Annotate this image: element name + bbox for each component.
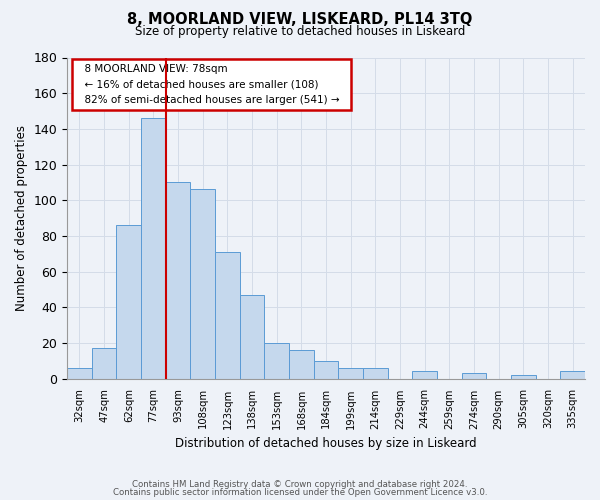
Text: Size of property relative to detached houses in Liskeard: Size of property relative to detached ho…	[135, 25, 465, 38]
Bar	[511, 375, 536, 378]
Bar	[265, 343, 289, 378]
Bar	[240, 294, 265, 378]
Bar	[215, 252, 240, 378]
Text: 8, MOORLAND VIEW, LISKEARD, PL14 3TQ: 8, MOORLAND VIEW, LISKEARD, PL14 3TQ	[127, 12, 473, 28]
Bar	[67, 368, 92, 378]
Bar	[190, 190, 215, 378]
Bar	[363, 368, 388, 378]
Bar	[116, 225, 141, 378]
Bar	[462, 373, 487, 378]
Bar	[289, 350, 314, 378]
Bar	[560, 372, 585, 378]
Bar	[314, 360, 338, 378]
Bar	[412, 372, 437, 378]
Text: 8 MOORLAND VIEW: 78sqm  
  ← 16% of detached houses are smaller (108)  
  82% of: 8 MOORLAND VIEW: 78sqm ← 16% of detached…	[77, 64, 346, 105]
Y-axis label: Number of detached properties: Number of detached properties	[15, 125, 28, 311]
X-axis label: Distribution of detached houses by size in Liskeard: Distribution of detached houses by size …	[175, 437, 477, 450]
Text: Contains public sector information licensed under the Open Government Licence v3: Contains public sector information licen…	[113, 488, 487, 497]
Bar	[92, 348, 116, 378]
Bar	[338, 368, 363, 378]
Bar	[141, 118, 166, 378]
Text: Contains HM Land Registry data © Crown copyright and database right 2024.: Contains HM Land Registry data © Crown c…	[132, 480, 468, 489]
Bar	[166, 182, 190, 378]
